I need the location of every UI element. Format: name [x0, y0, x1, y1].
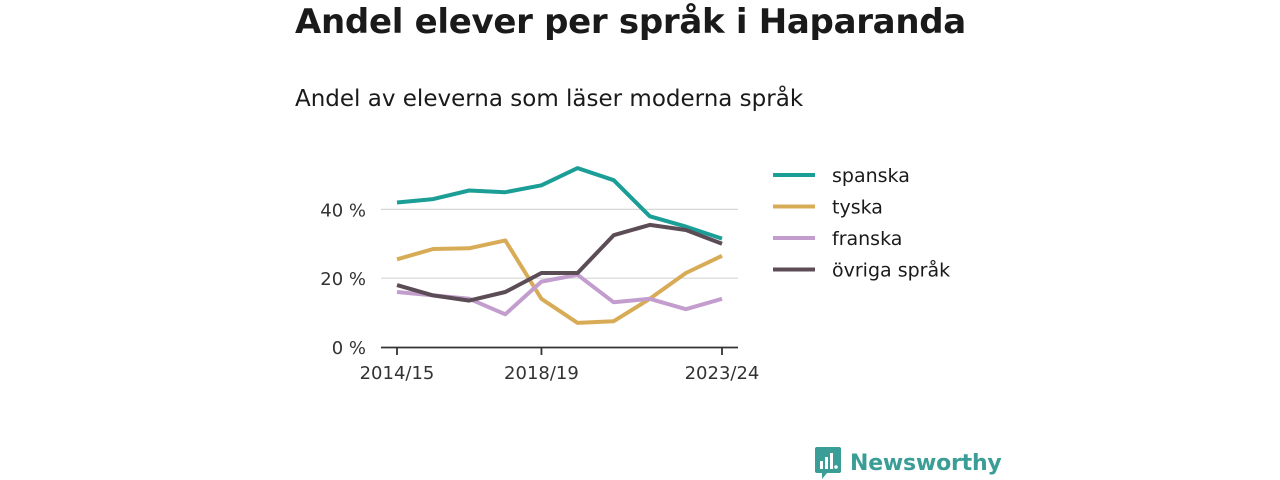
y-tick-label: 0 % [332, 338, 366, 359]
series-line-övriga-språk [396, 222, 723, 303]
grid-lines [381, 208, 738, 279]
series-lines [396, 166, 723, 325]
legend-label: tyska [832, 197, 883, 219]
x-tick-label: 2014/15 [360, 363, 435, 384]
brand-logo: Newsworthy [814, 446, 1002, 480]
y-axis-labels: 0 % 20 % 40 % [320, 200, 366, 359]
legend-label: spanska [832, 165, 910, 187]
chart-subtitle: Andel av eleverna som läser moderna språ… [295, 86, 804, 112]
brand-name: Newsworthy [850, 450, 1002, 476]
x-tick-label: 2023/24 [685, 363, 760, 384]
y-tick-label: 20 % [320, 269, 366, 290]
x-tick-label: 2018/19 [504, 363, 579, 384]
legend-label: franska [832, 228, 902, 250]
line-chart: 0 % 20 % 40 % 2014/15 2018/19 2023/24 spansk… [320, 165, 950, 384]
chart-title: Andel elever per språk i Haparanda [295, 2, 966, 42]
y-tick-label: 40 % [320, 200, 366, 221]
series-line-tyska [396, 238, 723, 325]
legend: spanska tyska franska övriga språk [773, 165, 950, 282]
x-axis: 2014/15 2018/19 2023/24 [360, 346, 760, 384]
newsworthy-logo-icon [815, 447, 841, 479]
series-line-spanska [396, 166, 723, 241]
legend-label: övriga språk [832, 259, 950, 282]
